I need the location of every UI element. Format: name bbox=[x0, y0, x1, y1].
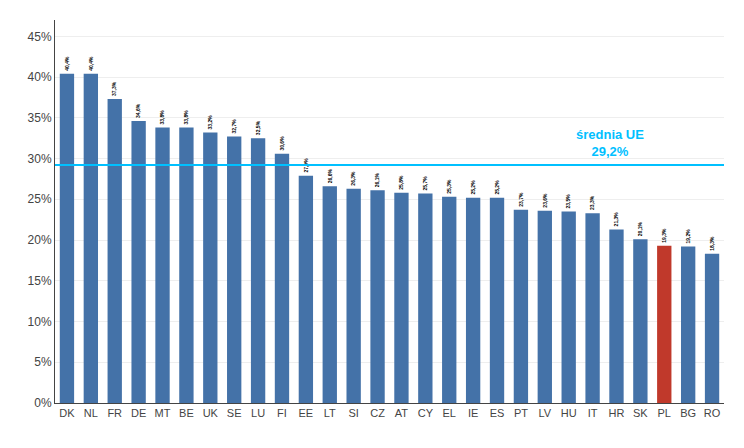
svg-text:27,9%: 27,9% bbox=[303, 158, 309, 173]
svg-text:RO: RO bbox=[704, 407, 721, 419]
svg-text:33,8%: 33,8% bbox=[159, 110, 165, 125]
svg-text:IT: IT bbox=[588, 407, 598, 419]
svg-text:20,1%: 20,1% bbox=[637, 221, 643, 236]
svg-text:23,7%: 23,7% bbox=[518, 192, 524, 207]
svg-text:35%: 35% bbox=[28, 111, 52, 125]
svg-text:SI: SI bbox=[348, 407, 358, 419]
svg-text:15%: 15% bbox=[28, 274, 52, 288]
svg-text:33,8%: 33,8% bbox=[183, 110, 189, 125]
svg-text:25,7%: 25,7% bbox=[422, 176, 428, 191]
svg-text:25,3%: 25,3% bbox=[446, 179, 452, 194]
svg-text:NL: NL bbox=[84, 407, 98, 419]
svg-text:LU: LU bbox=[251, 407, 265, 419]
svg-text:AT: AT bbox=[395, 407, 409, 419]
svg-text:ES: ES bbox=[490, 407, 505, 419]
svg-text:23,5%: 23,5% bbox=[565, 194, 571, 209]
svg-text:IE: IE bbox=[468, 407, 478, 419]
svg-text:25,8%: 25,8% bbox=[398, 175, 404, 190]
svg-text:30%: 30% bbox=[28, 152, 52, 166]
svg-text:średnia UE29,2%: średnia UE29,2% bbox=[576, 127, 644, 159]
svg-text:10%: 10% bbox=[28, 315, 52, 329]
svg-text:UK: UK bbox=[203, 407, 219, 419]
svg-text:5%: 5% bbox=[34, 355, 52, 369]
svg-text:HU: HU bbox=[561, 407, 577, 419]
svg-text:30,6%: 30,6% bbox=[279, 136, 285, 151]
svg-text:45%: 45% bbox=[28, 30, 52, 44]
svg-text:CZ: CZ bbox=[370, 407, 385, 419]
svg-text:HR: HR bbox=[609, 407, 625, 419]
svg-text:21,3%: 21,3% bbox=[613, 212, 619, 227]
svg-text:32,7%: 32,7% bbox=[231, 119, 237, 134]
svg-text:40,4%: 40,4% bbox=[64, 56, 70, 71]
svg-text:23,3%: 23,3% bbox=[589, 195, 595, 210]
svg-text:SK: SK bbox=[633, 407, 648, 419]
svg-text:18,3%: 18,3% bbox=[709, 236, 715, 251]
svg-text:0%: 0% bbox=[34, 396, 52, 410]
svg-text:BE: BE bbox=[179, 407, 194, 419]
svg-text:EL: EL bbox=[442, 407, 455, 419]
svg-text:34,6%: 34,6% bbox=[135, 103, 141, 118]
svg-text:LV: LV bbox=[538, 407, 551, 419]
svg-text:37,3%: 37,3% bbox=[111, 81, 117, 96]
svg-text:BG: BG bbox=[680, 407, 696, 419]
svg-text:PL: PL bbox=[658, 407, 671, 419]
svg-text:32,5%: 32,5% bbox=[255, 120, 261, 135]
svg-text:40%: 40% bbox=[28, 70, 52, 84]
svg-text:25%: 25% bbox=[28, 192, 52, 206]
svg-text:20%: 20% bbox=[28, 233, 52, 247]
svg-text:26,6%: 26,6% bbox=[327, 168, 333, 183]
svg-text:19,3%: 19,3% bbox=[661, 228, 667, 243]
svg-text:26,1%: 26,1% bbox=[374, 173, 380, 188]
svg-text:CY: CY bbox=[418, 407, 434, 419]
svg-text:40,4%: 40,4% bbox=[88, 56, 94, 71]
svg-text:26,3%: 26,3% bbox=[350, 171, 356, 186]
svg-text:33,2%: 33,2% bbox=[207, 115, 213, 130]
svg-text:LT: LT bbox=[324, 407, 336, 419]
svg-text:FI: FI bbox=[277, 407, 287, 419]
svg-text:EE: EE bbox=[299, 407, 314, 419]
svg-text:FR: FR bbox=[107, 407, 122, 419]
svg-text:25,2%: 25,2% bbox=[494, 180, 500, 195]
svg-text:19,2%: 19,2% bbox=[685, 229, 691, 244]
svg-text:SE: SE bbox=[227, 407, 242, 419]
svg-text:PT: PT bbox=[514, 407, 528, 419]
svg-text:DE: DE bbox=[131, 407, 146, 419]
svg-text:25,2%: 25,2% bbox=[470, 180, 476, 195]
svg-text:DK: DK bbox=[59, 407, 75, 419]
svg-text:MT: MT bbox=[155, 407, 171, 419]
svg-text:23,6%: 23,6% bbox=[542, 193, 548, 208]
